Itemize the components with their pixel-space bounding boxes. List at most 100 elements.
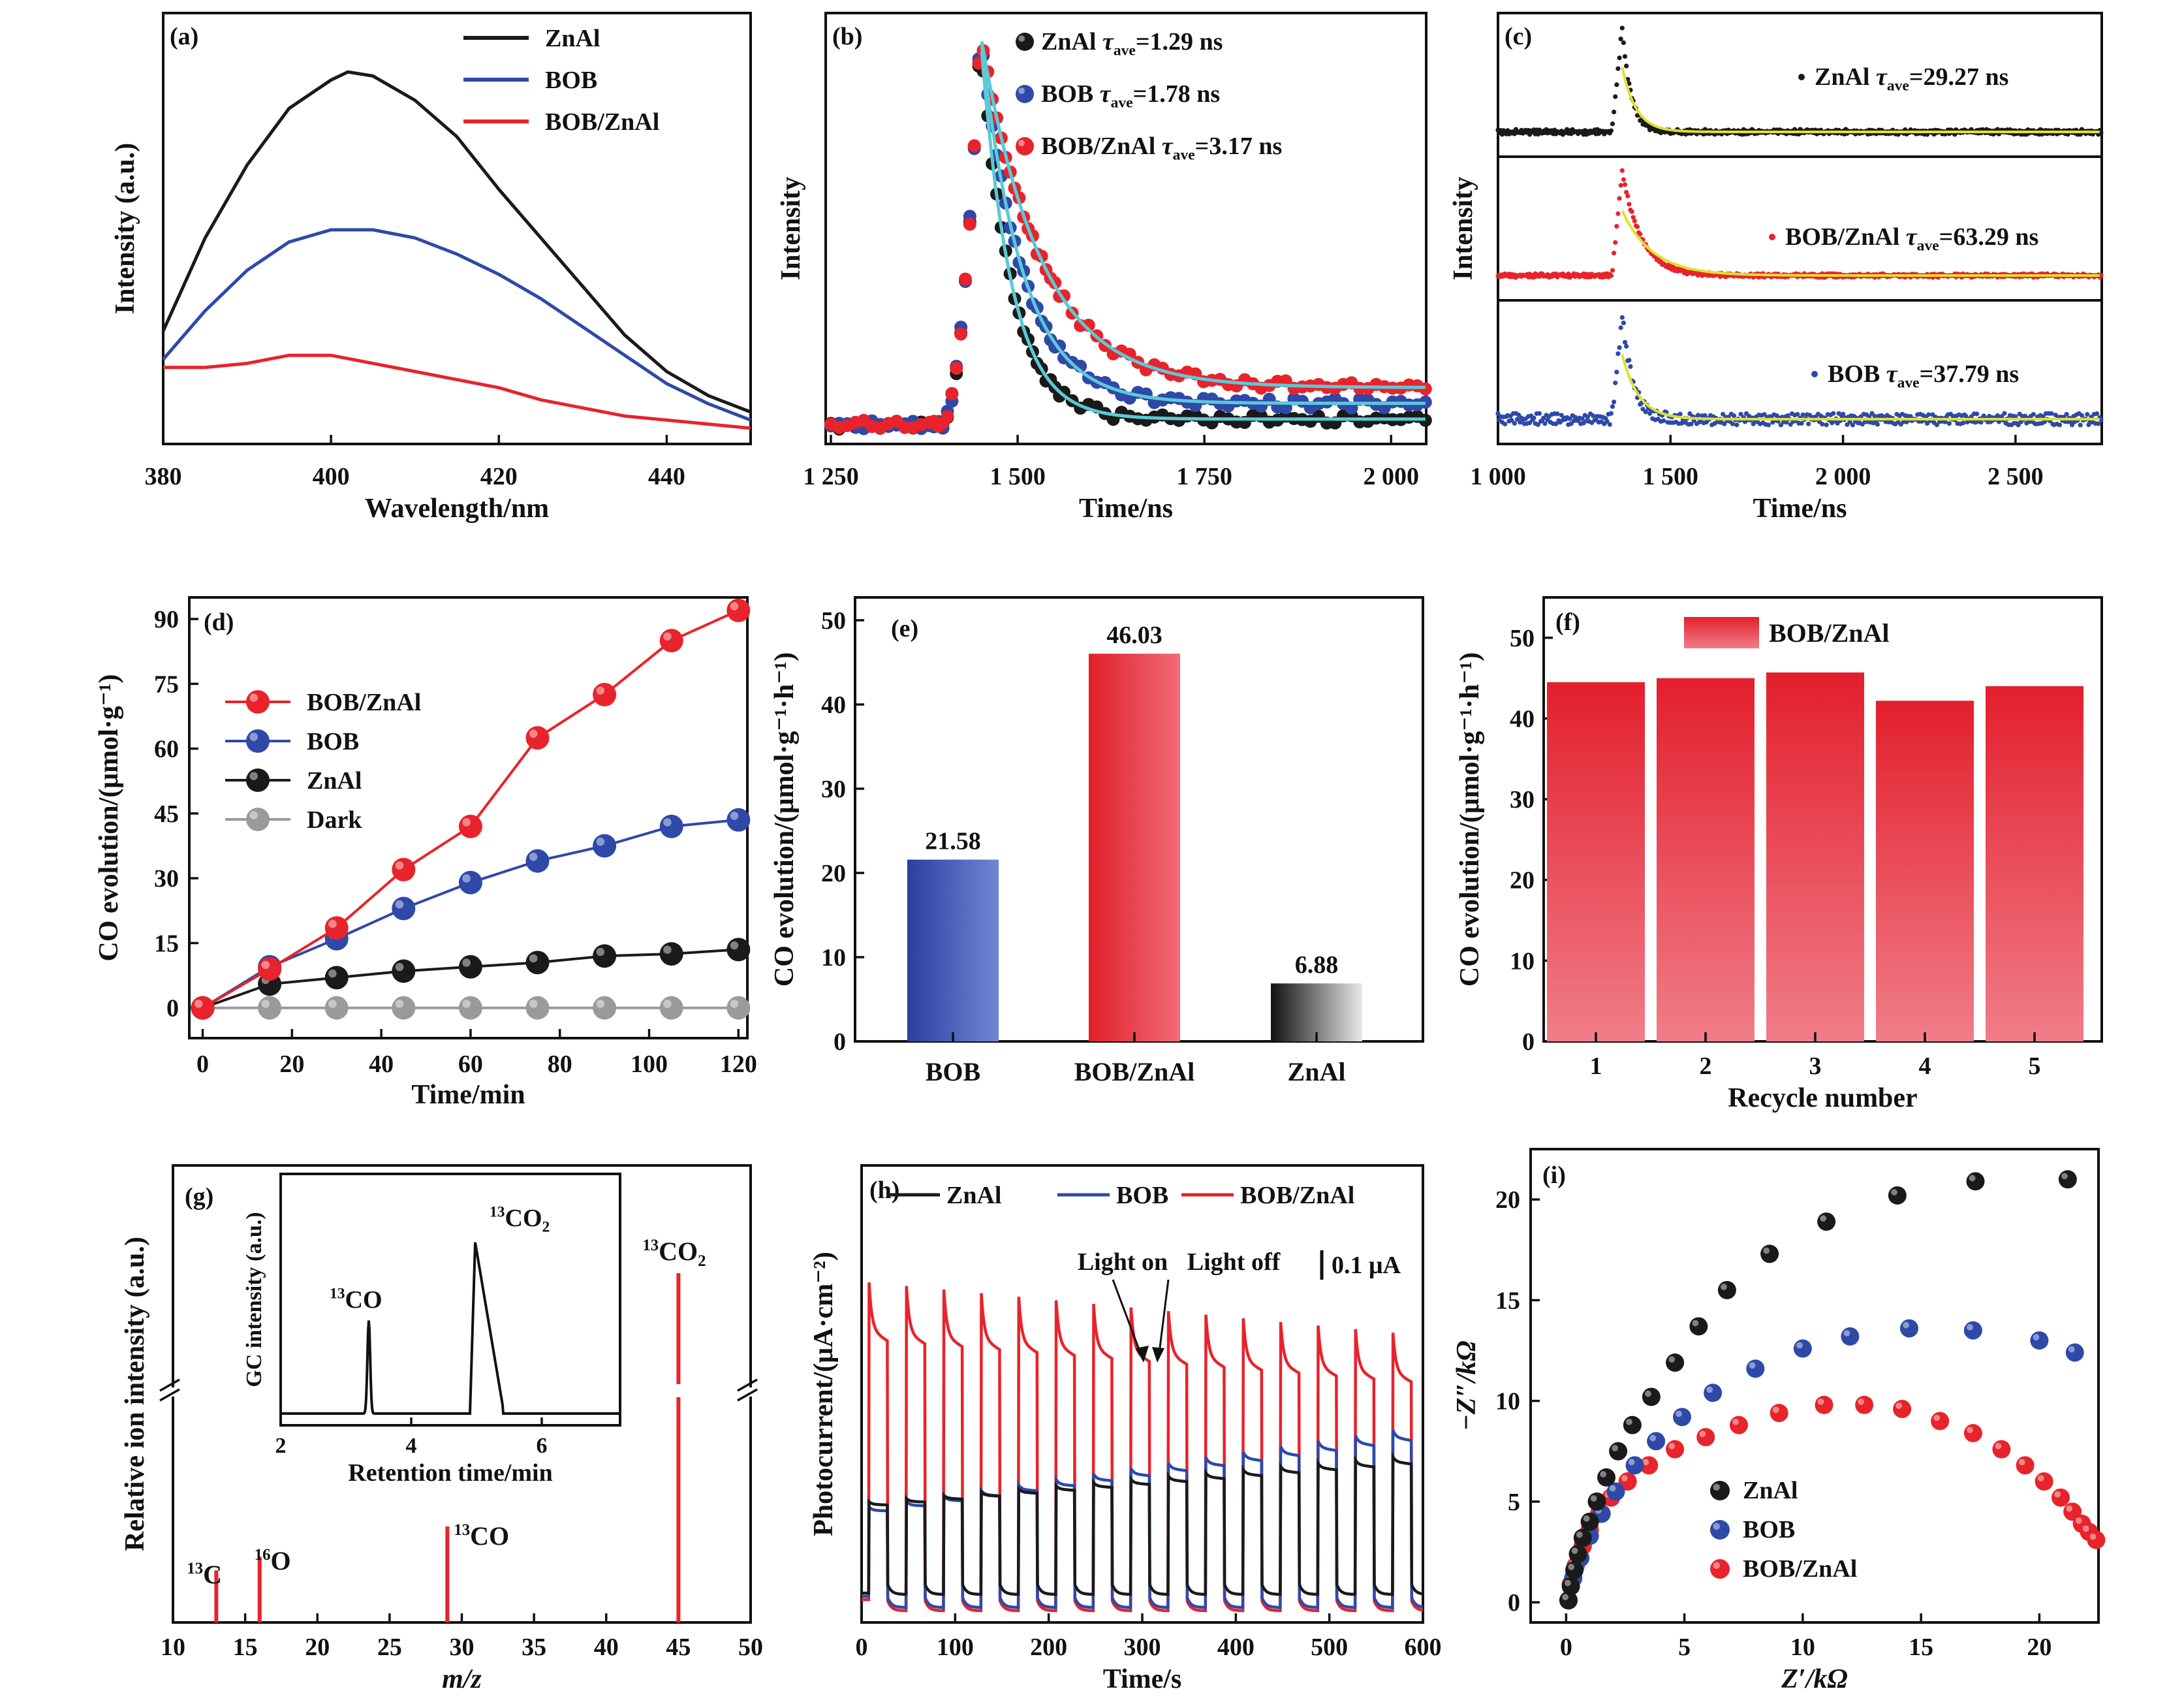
legend-label: BOB/ZnAl τave​=3.17 ns bbox=[1041, 133, 1282, 163]
marker bbox=[659, 814, 683, 838]
marker-highlight bbox=[2066, 1505, 2073, 1512]
inset-y-label: GC intensity (a.u.) bbox=[242, 1212, 266, 1387]
marker-highlight bbox=[1692, 1320, 1699, 1327]
data-point bbox=[1613, 240, 1618, 245]
marker-highlight bbox=[395, 962, 404, 972]
data-point bbox=[2096, 421, 2101, 426]
data-point bbox=[1604, 419, 1610, 424]
marker-highlight bbox=[1903, 1321, 1910, 1329]
y-tick-label: 20 bbox=[821, 860, 846, 887]
marker-highlight bbox=[1891, 1189, 1897, 1195]
data-point bbox=[2031, 412, 2036, 417]
legend-marker bbox=[1710, 1559, 1730, 1579]
text-run: CO bbox=[345, 1286, 382, 1314]
marker-highlight bbox=[1699, 1431, 1706, 1438]
data-point bbox=[659, 941, 683, 966]
x-axis-label: Recycle number bbox=[1728, 1083, 1917, 1113]
data-point bbox=[1638, 232, 1643, 237]
marker-highlight bbox=[395, 1000, 404, 1008]
data-point bbox=[2087, 1530, 2106, 1549]
legend-marker bbox=[1710, 1481, 1730, 1500]
marker bbox=[2030, 1331, 2049, 1350]
marker bbox=[2051, 1488, 2070, 1507]
marker bbox=[1746, 1359, 1765, 1378]
data-point bbox=[1624, 63, 1629, 69]
data-point bbox=[1573, 1528, 1592, 1547]
x-tick-label: 5 bbox=[1678, 1634, 1691, 1661]
series-line bbox=[202, 818, 739, 1009]
data-point bbox=[1908, 414, 1913, 419]
marker-highlight bbox=[2033, 1334, 2040, 1341]
series-line-bob bbox=[862, 1429, 1424, 1609]
text-run: O bbox=[271, 1546, 291, 1575]
data-label: 21.58 bbox=[925, 828, 981, 855]
panel-d: (d) 0 20 40 60 80 100 120 0 15 30 45 60 75 90 Time/min C… bbox=[94, 596, 757, 1110]
x-tick-label: 4 bbox=[1919, 1052, 1931, 1080]
data-point bbox=[1689, 421, 1694, 427]
y-axis-label: −Z″/kΩ bbox=[1452, 1340, 1482, 1431]
marker bbox=[1606, 1482, 1625, 1501]
marker bbox=[1568, 1545, 1587, 1564]
marker bbox=[593, 682, 617, 706]
x-tick-label: 4 bbox=[406, 1434, 417, 1458]
data-point bbox=[726, 808, 751, 832]
marker bbox=[1673, 1408, 1691, 1427]
y-axis-label: CO evolution/(μmol·g⁻¹) bbox=[94, 674, 124, 961]
data-point bbox=[2064, 411, 2069, 417]
plot-frame bbox=[1497, 12, 2103, 445]
x-tick-label: ZnAl bbox=[1288, 1057, 1346, 1086]
y-tick-label: 0 bbox=[1522, 1028, 1535, 1056]
marker-highlight bbox=[1706, 1386, 1713, 1393]
data-point bbox=[950, 361, 963, 375]
data-point bbox=[1730, 421, 1736, 426]
data-point bbox=[2098, 130, 2104, 135]
marker-highlight bbox=[1576, 1531, 1583, 1538]
x-tick-label: 1 500 bbox=[990, 463, 1046, 490]
x-tick-label: 10 bbox=[1790, 1634, 1815, 1661]
marker bbox=[258, 957, 282, 981]
marker-highlight bbox=[529, 1000, 538, 1008]
arrow-light-on bbox=[1112, 1279, 1144, 1359]
data-point bbox=[1618, 325, 1623, 330]
marker-highlight bbox=[1642, 1459, 1649, 1466]
data-point bbox=[392, 996, 416, 1020]
data-point bbox=[2098, 273, 2104, 278]
data-point bbox=[2079, 413, 2084, 418]
marker-highlight bbox=[1571, 1547, 1578, 1555]
x-tick-label: 440 bbox=[648, 463, 685, 490]
marker bbox=[246, 729, 270, 753]
marker-highlight bbox=[249, 693, 258, 702]
plot-frame bbox=[1529, 1148, 2100, 1624]
marker bbox=[659, 996, 683, 1020]
text-run: =3.17 ns bbox=[1195, 133, 1283, 160]
text-run: =63.29 ns bbox=[1939, 223, 2039, 251]
data-point bbox=[1946, 420, 1952, 426]
marker bbox=[1815, 1395, 1833, 1414]
panel-label: (f) bbox=[1555, 609, 1580, 636]
data-point bbox=[1627, 357, 1632, 363]
legend-marker bbox=[1769, 234, 1775, 240]
plot-frame bbox=[162, 12, 752, 445]
data-point bbox=[1704, 1384, 1723, 1402]
y-tick-label: 0 bbox=[166, 995, 179, 1022]
data-point bbox=[1893, 1399, 1912, 1418]
marker bbox=[392, 857, 416, 881]
data-point bbox=[1817, 1212, 1836, 1231]
data-point bbox=[1721, 411, 1726, 417]
legend-label: BOB τave​=1.78 ns bbox=[1041, 80, 1220, 111]
data-point bbox=[1689, 1317, 1708, 1336]
x-tick-label: BOB bbox=[926, 1057, 980, 1086]
marker-highlight bbox=[663, 818, 672, 827]
marker bbox=[1717, 1280, 1736, 1299]
marker-highlight bbox=[328, 1000, 337, 1008]
marker-highlight bbox=[1018, 87, 1025, 95]
data-label: 6.88 bbox=[1295, 951, 1339, 979]
data-point bbox=[1722, 421, 1727, 426]
marker bbox=[1647, 1432, 1666, 1451]
marker bbox=[392, 959, 416, 983]
text-run: ave bbox=[1114, 42, 1136, 59]
data-point bbox=[1900, 1319, 1918, 1338]
data-point bbox=[324, 996, 349, 1020]
legend-marker bbox=[246, 808, 270, 831]
